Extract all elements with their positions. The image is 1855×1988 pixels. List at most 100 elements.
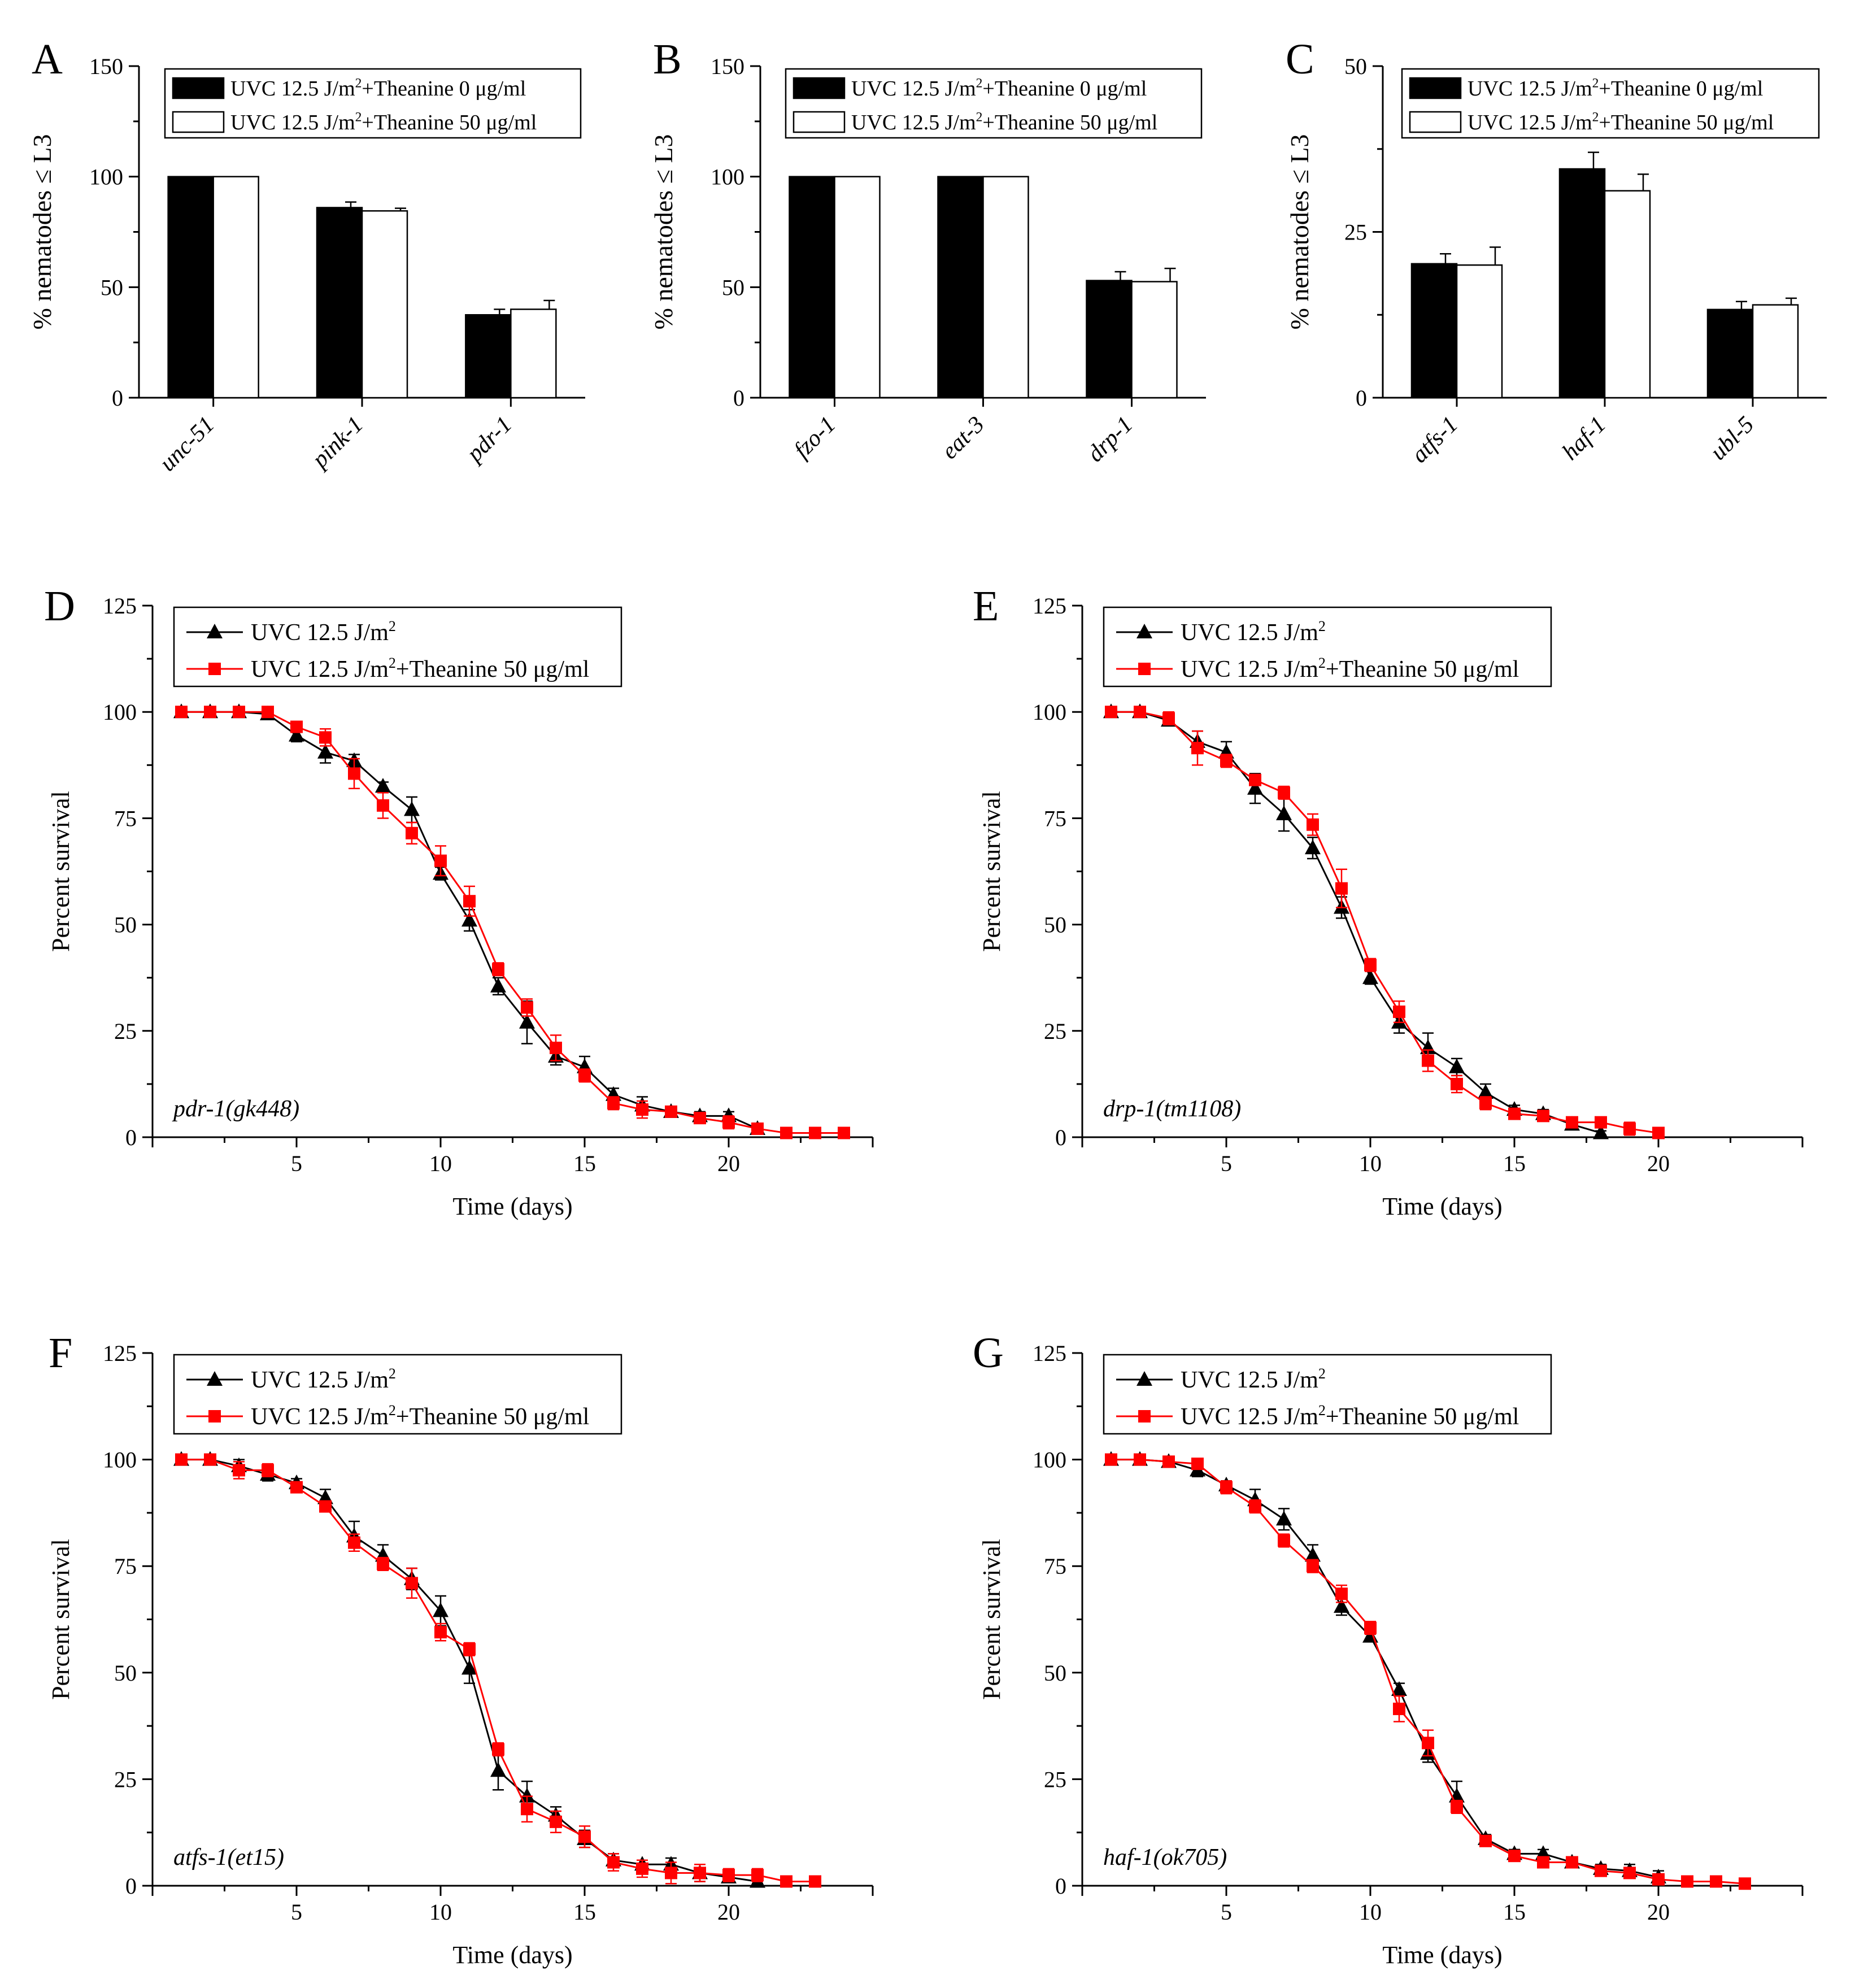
square-marker — [463, 895, 476, 908]
square-marker — [1479, 1834, 1492, 1847]
bar-chart-a: 0 50 100 150 unc-51 pink-1 pdr-1 % nematodes ≤ … — [28, 36, 585, 476]
square-marker — [1162, 1455, 1175, 1468]
square-marker — [1249, 1500, 1261, 1513]
survival-chart-d: 0 25 50 75 100 125 5 10 15 20 Time (days) Percent s… — [44, 582, 874, 1220]
square-marker — [1681, 1875, 1693, 1888]
square-marker — [1134, 1453, 1146, 1466]
triangle-marker — [1449, 1058, 1465, 1073]
panel-label: B — [653, 36, 682, 83]
y-tick-label: 50 — [114, 912, 137, 938]
square-marker — [204, 1453, 216, 1466]
square-marker — [1278, 786, 1290, 799]
square-marker — [290, 720, 303, 733]
series-line — [1111, 711, 1659, 1134]
legend-square-marker — [1138, 663, 1151, 675]
y-tick-label: 125 — [103, 1341, 137, 1366]
triangle-marker — [317, 743, 333, 759]
triangle-marker — [1276, 805, 1292, 820]
square-marker — [1307, 818, 1319, 831]
y-tick-label: 75 — [1044, 1554, 1066, 1579]
square-marker — [607, 1856, 620, 1869]
y-tick-label: 50 — [1044, 912, 1066, 938]
square-marker — [751, 1869, 764, 1882]
y-tick-label: 50 — [722, 275, 744, 300]
survival-chart-e: 0 25 50 75 100 125 5 10 15 20 Time (days) Percent s… — [973, 582, 1804, 1220]
square-marker — [1451, 1800, 1463, 1813]
series-uvc-theanine — [1105, 706, 1665, 1139]
legend: UVC 12.5 J/m2 UVC 12.5 J/m2+Theanine 50 μ… — [173, 606, 622, 688]
square-marker — [1595, 1116, 1607, 1129]
square-marker — [434, 1626, 447, 1639]
bar — [982, 176, 1029, 399]
y-tick-label: 25 — [1044, 1019, 1066, 1044]
square-marker — [1652, 1126, 1665, 1139]
square-marker — [233, 1464, 245, 1477]
x-tick-label: 10 — [429, 1899, 452, 1925]
y-tick-label: 0 — [112, 385, 123, 411]
y-tick-label: 50 — [114, 1660, 137, 1686]
triangle-marker — [519, 1013, 535, 1029]
series-line — [181, 711, 844, 1134]
legend-triangle-marker — [1136, 1371, 1152, 1386]
y-tick-label: 75 — [114, 806, 137, 831]
square-marker — [1335, 882, 1348, 895]
legend-box — [1401, 68, 1820, 139]
square-marker — [1479, 1097, 1492, 1110]
y-tick-label: 100 — [89, 164, 123, 190]
square-marker — [1739, 1877, 1751, 1890]
series-line — [1111, 711, 1601, 1134]
square-marker — [607, 1097, 620, 1110]
x-category-label: unc-51 — [155, 411, 220, 476]
legend-triangle-marker — [1136, 624, 1152, 638]
x-tick-label: 15 — [1503, 1151, 1526, 1176]
x-axis-label: Time (days) — [1382, 1193, 1502, 1220]
legend-label: UVC 12.5 J/m2+Theanine 0 μg/ml — [851, 76, 1147, 101]
x-axis-label: Time (days) — [452, 1193, 572, 1220]
bar-chart-b: 0 50 100 150 fzo-1 eat-3 drp-1 % nematodes ≤ L3… — [649, 36, 1206, 467]
y-tick-label: 0 — [733, 385, 744, 411]
square-marker — [262, 1464, 274, 1477]
square-marker — [377, 1558, 389, 1571]
triangle-marker — [1305, 839, 1321, 855]
square-marker — [578, 1069, 591, 1082]
square-marker — [1134, 706, 1146, 719]
square-marker — [348, 1536, 360, 1549]
series-uvc-theanine — [175, 706, 850, 1139]
x-axis-label: Time (days) — [1382, 1941, 1502, 1969]
legend-label: UVC 12.5 J/m2+Theanine 50 μg/ml — [1181, 655, 1519, 682]
y-tick-label: 100 — [103, 699, 137, 725]
y-tick-label: 100 — [1033, 699, 1066, 725]
square-marker — [492, 1743, 504, 1756]
y-tick-label: 50 — [1344, 54, 1367, 79]
y-axis-label: % nematodes ≤ L3 — [1285, 134, 1314, 330]
square-marker — [1393, 1005, 1405, 1018]
y-axis-label: % nematodes ≤ L3 — [649, 134, 678, 330]
series-line — [1111, 1459, 1745, 1885]
bar — [465, 314, 512, 399]
x-tick-label: 20 — [1647, 1151, 1670, 1176]
square-marker — [262, 706, 274, 719]
legend-label: UVC 12.5 J/m2+Theanine 0 μg/ml — [1468, 76, 1763, 101]
triangle-marker — [461, 912, 477, 927]
y-tick-label: 100 — [711, 164, 744, 190]
legend-triangle-marker — [207, 1371, 223, 1386]
square-marker — [1220, 1481, 1233, 1494]
x-tick-label: 15 — [573, 1899, 596, 1925]
strain-label: atfs-1(et15) — [173, 1845, 284, 1870]
legend-swatch — [172, 111, 225, 133]
square-marker — [521, 1001, 533, 1014]
y-tick-label: 150 — [89, 54, 123, 79]
triangle-marker — [1362, 969, 1378, 984]
bar — [212, 176, 259, 399]
square-marker — [1595, 1864, 1607, 1877]
y-tick-label: 0 — [1055, 1125, 1066, 1150]
square-marker — [1623, 1867, 1636, 1880]
legend-label: UVC 12.5 J/m2+Theanine 50 μg/ml — [251, 655, 589, 682]
square-marker — [1191, 1458, 1204, 1471]
triangle-marker — [1478, 1084, 1493, 1099]
square-marker — [1191, 742, 1204, 755]
square-marker — [636, 1103, 648, 1116]
bar — [316, 207, 363, 399]
triangle-marker — [1593, 1124, 1609, 1139]
bar — [834, 176, 881, 399]
